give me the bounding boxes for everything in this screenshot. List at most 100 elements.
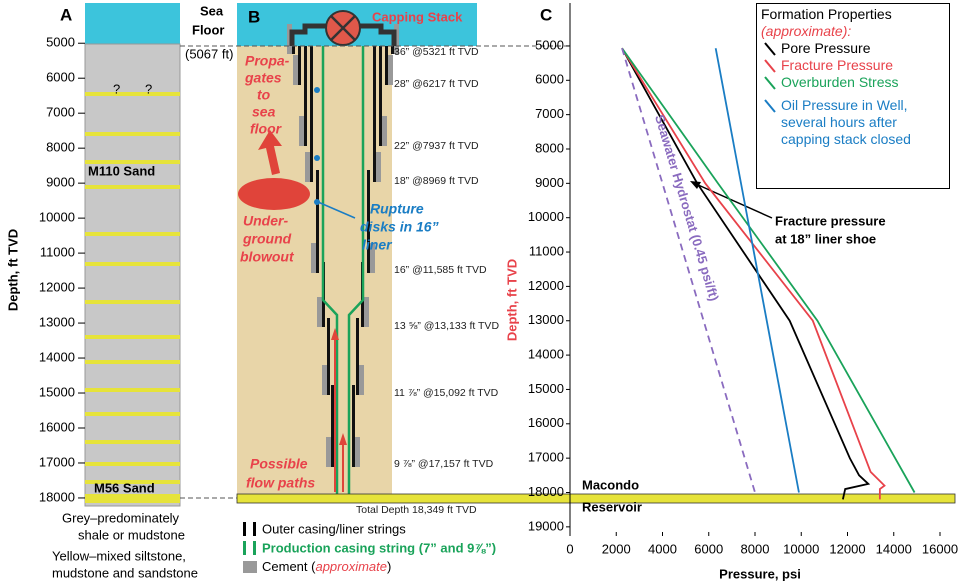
- sand-layer: [85, 300, 180, 304]
- note-blowout: Under-: [243, 213, 288, 229]
- sand-layer: [85, 232, 180, 236]
- sand-layer: [85, 462, 180, 466]
- legend-label: Pore Pressure: [781, 40, 871, 56]
- series-line: [621, 47, 871, 500]
- x-tick-label: 6000: [694, 541, 723, 556]
- y-axis-label: Depth, ft TVD: [504, 259, 519, 341]
- sea-floor-depth: (5067 ft): [185, 46, 233, 61]
- sea-floor-label: Sea: [200, 3, 224, 18]
- legend-label: Cement (approximate): [262, 559, 391, 574]
- casing: [316, 170, 319, 273]
- propagation-arrow: [258, 130, 282, 175]
- casing: [331, 385, 334, 467]
- x-tick-label: 12000: [829, 541, 865, 556]
- cement: [382, 116, 387, 146]
- y-tick-label: 14000: [528, 347, 564, 362]
- y-tick-label: 16000: [39, 419, 75, 434]
- cement: [322, 365, 327, 395]
- cement: [311, 243, 316, 273]
- note-propagates: gates: [244, 70, 282, 86]
- unknown: ?: [145, 81, 152, 96]
- note-propagates: Propa-: [245, 53, 290, 69]
- legend-swatch-line: [764, 42, 776, 56]
- legend-label: Overburden Stress: [781, 74, 899, 90]
- cement: [370, 243, 375, 273]
- x-tick-label: 16000: [922, 541, 958, 556]
- blowout-zone: [238, 178, 310, 210]
- legend-swatch-line: [764, 59, 776, 73]
- legend-title: Formation Properties: [761, 6, 892, 22]
- legend-label: Outer casing/liner strings: [262, 521, 406, 536]
- y-tick-label: 10000: [39, 210, 75, 225]
- casing: [292, 46, 295, 54]
- cement: [364, 297, 369, 327]
- capping-stack-cross: [330, 15, 356, 41]
- rupture-disk: [314, 199, 320, 205]
- cement: [305, 152, 310, 182]
- y-tick-label: 7000: [535, 106, 564, 121]
- y-tick-label: 8000: [535, 140, 564, 155]
- cement: [376, 152, 381, 182]
- legend-swatch-line: [764, 76, 776, 90]
- legend-entry: Fracture Pressure: [763, 57, 945, 74]
- flow-path: [334, 335, 344, 492]
- x-tick-label: 2000: [602, 541, 631, 556]
- x-axis-label: Pressure, psi: [719, 566, 801, 581]
- sand-layer: [85, 412, 180, 416]
- legend-entry: Pore Pressure: [763, 40, 945, 57]
- cement: [326, 437, 331, 467]
- note-propagates: sea: [252, 104, 276, 120]
- casing: [385, 46, 388, 85]
- unknown: ?: [113, 81, 120, 96]
- legend-label: Oil Pressure in Well, several hours afte…: [781, 97, 911, 147]
- y-axis-label: Depth, ft TVD: [5, 229, 20, 311]
- legend-icon: [253, 541, 256, 555]
- series-line: [621, 47, 886, 500]
- cement: [317, 297, 322, 327]
- casing: [327, 318, 330, 395]
- casing: [310, 46, 313, 182]
- y-tick-label: 6000: [535, 72, 564, 87]
- y-tick-label: 15000: [39, 384, 75, 399]
- x-tick-label: 4000: [648, 541, 677, 556]
- reservoir-label: Reservoir: [582, 499, 642, 514]
- rupture-disk: [314, 87, 320, 93]
- series-line: [714, 48, 800, 493]
- casing-label: 18” @8969 ft TVD: [394, 175, 479, 187]
- legend-label: Fracture Pressure: [781, 57, 894, 73]
- casing: [379, 46, 382, 146]
- casing-label: 13 ⅝” @13,133 ft TVD: [394, 320, 499, 332]
- y-tick-label: 14000: [39, 349, 75, 364]
- legend-swatch: [764, 42, 776, 56]
- panel-label: B: [248, 7, 260, 26]
- panel-label: C: [540, 5, 552, 24]
- casing: [373, 46, 376, 182]
- y-tick-label: 11000: [529, 243, 564, 258]
- note-propagates: floor: [250, 121, 283, 137]
- y-tick-label: 12000: [528, 278, 564, 293]
- legend-icon: [243, 541, 246, 555]
- legend-label: approximate: [315, 559, 387, 574]
- casing-label: 36” @5321 ft TVD: [394, 46, 479, 58]
- y-tick-label: 10000: [528, 209, 564, 224]
- rupture-pointer: [317, 201, 356, 219]
- y-tick-label: 18000: [39, 489, 75, 504]
- casing: [391, 46, 394, 54]
- casing-label: 11 ⅞” @15,092 ft TVD: [394, 387, 499, 399]
- sand-layers: [85, 92, 180, 484]
- y-tick-label: 7000: [46, 105, 75, 120]
- note: Grey–predominately: [62, 510, 180, 525]
- x-tick-label: 8000: [741, 541, 770, 556]
- legend-swatch: [764, 76, 776, 90]
- sand-layer: [85, 185, 180, 189]
- note-propagates: to: [257, 87, 271, 103]
- sea-water: [85, 3, 180, 44]
- reservoir-label: Macondo: [582, 477, 639, 492]
- y-tick-label: 9000: [46, 175, 75, 190]
- casing: [367, 170, 370, 273]
- y-tick-label: 5000: [46, 35, 75, 50]
- sand-label: M110 Sand: [88, 163, 155, 178]
- sand-label: M56 Sand: [94, 480, 155, 495]
- note: Yellow–mixed siltstone,: [52, 548, 186, 563]
- x-tick-label: 10000: [783, 541, 819, 556]
